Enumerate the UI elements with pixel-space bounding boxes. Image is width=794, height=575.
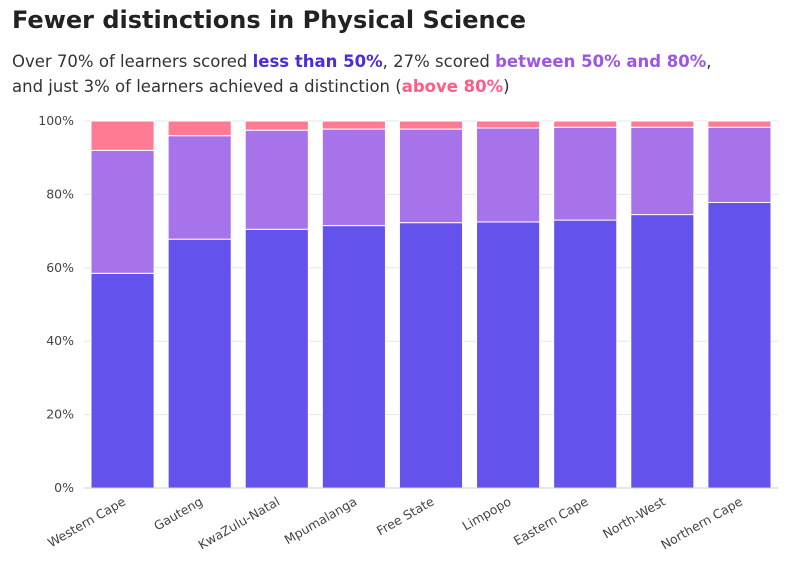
bar-segment	[476, 120, 541, 129]
subtitle-line-2: and just 3% of learners achieved a disti…	[12, 77, 510, 96]
x-tick-label: Gauteng	[151, 494, 205, 534]
bar-segment	[90, 120, 155, 151]
bar-segment	[707, 120, 772, 128]
x-tick-label: Free State	[374, 493, 437, 538]
bar-segment	[630, 214, 695, 489]
bar-segment	[244, 120, 309, 131]
bar-segment	[476, 221, 541, 489]
y-tick-label: 20%	[46, 407, 74, 422]
bar-segment	[398, 222, 464, 489]
highlight-less-than-50: less than 50%	[252, 52, 383, 71]
subtitle-line-1: Over 70% of learners scored less than 50…	[12, 52, 712, 71]
bar-segment	[167, 135, 232, 240]
y-tick-label: 40%	[46, 333, 74, 348]
bar-segment	[553, 120, 618, 128]
subtitle-text: ,	[706, 52, 712, 71]
subtitle-text: Over 70% of learners scored	[12, 52, 253, 71]
bar-segment	[398, 128, 464, 224]
highlight-above-80: above 80%	[401, 77, 504, 96]
bar-segment	[630, 126, 695, 216]
bar-segment	[321, 225, 386, 489]
y-tick-label: 0%	[54, 480, 74, 495]
bar-segment	[553, 126, 618, 221]
chart-title: Fewer distinctions in Physical Science	[12, 6, 527, 34]
bar-segment	[630, 120, 695, 128]
bar-segment	[321, 120, 386, 130]
bar-segment	[244, 228, 309, 489]
y-tick-label: 100%	[38, 113, 74, 128]
x-tick-label: Northern Cape	[658, 493, 745, 552]
subtitle-text: and just 3% of learners achieved a disti…	[12, 77, 402, 96]
x-tick-label: Western Cape	[45, 493, 128, 550]
y-tick-label: 80%	[46, 186, 74, 201]
bar-segment	[90, 272, 155, 489]
x-tick-label: Limpopo	[460, 494, 514, 534]
x-tick-label: Mpumalanga	[282, 494, 360, 548]
x-tick-label: North-West	[600, 494, 668, 542]
subtitle-text: , 27% scored	[382, 52, 496, 71]
subtitle-text: )	[503, 77, 510, 96]
bar-segment	[476, 127, 541, 223]
bar-segment	[707, 201, 772, 489]
bar-segment	[167, 120, 232, 137]
bar-segment	[244, 129, 309, 230]
y-tick-label: 60%	[46, 260, 74, 275]
bar-segment	[398, 120, 464, 130]
bar-segment	[167, 238, 232, 489]
x-tick-label: Eastern Cape	[511, 493, 591, 548]
highlight-between-50-80: between 50% and 80%	[495, 52, 707, 71]
x-tick-label: KwaZulu-Natal	[196, 494, 283, 553]
bar-segment	[707, 126, 772, 203]
bar-segment	[321, 128, 386, 227]
bar-segment	[553, 219, 618, 489]
bar-segment	[90, 149, 155, 274]
